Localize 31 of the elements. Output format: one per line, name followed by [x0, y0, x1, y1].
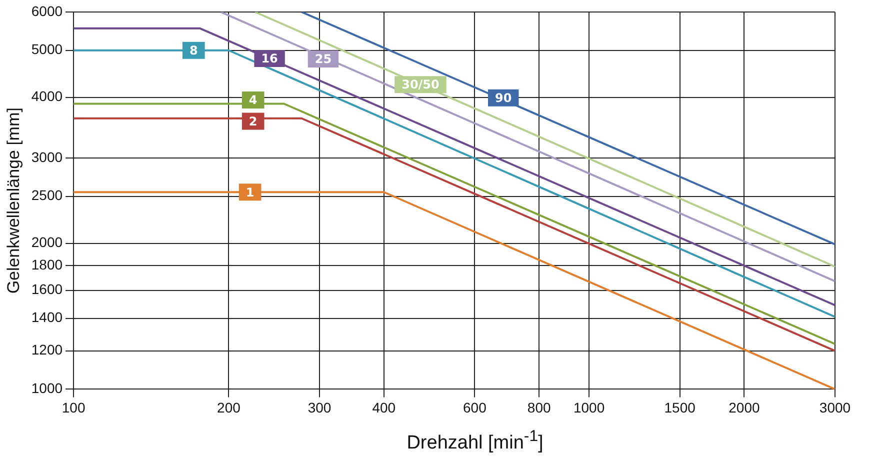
y-tick-label: 3000 [31, 148, 63, 165]
x-tick-label: 1000 [573, 399, 605, 416]
x-tick-label: 200 [217, 399, 241, 416]
annotation: 30/50 [402, 78, 440, 92]
y-tick-label: 5000 [31, 41, 63, 58]
annotation: 1 [246, 185, 254, 200]
annotation: 2 [248, 114, 258, 128]
x-axis-title: Drehzahl [min$^{-1}$] [406, 428, 544, 454]
y-tick-label: 6000 [31, 2, 63, 19]
y-tick-label: 2000 [31, 234, 63, 250]
y-tick-label: 1200 [31, 342, 63, 358]
x-tick-label: 300 [308, 399, 332, 416]
annotation: 90 [495, 91, 512, 106]
x-tick-label: 600 [463, 399, 487, 416]
y-tick-label: 4000 [31, 88, 63, 104]
x-tick-label: 800 [527, 399, 551, 416]
y-tick-label: 1400 [31, 309, 63, 326]
annotation: 25 [314, 52, 332, 66]
y-axis-title: Gelenkwellenlänge [mm] [4, 108, 23, 294]
y-tick-label: 2500 [31, 187, 63, 204]
annotation: 4 [248, 93, 258, 108]
y-tick-label: 1000 [31, 380, 63, 396]
y-tick-label: 1600 [31, 281, 63, 298]
y-tick-label: 1800 [31, 256, 63, 272]
x-tick-label: 3000 [819, 399, 851, 416]
annotation: 16 [261, 52, 278, 66]
x-tick-label: 100 [62, 399, 86, 416]
annotation: 8 [189, 44, 198, 58]
x-tick-label: 1500 [664, 399, 696, 416]
x-tick-label: 400 [372, 399, 396, 416]
x-tick-label: 2000 [728, 399, 760, 416]
